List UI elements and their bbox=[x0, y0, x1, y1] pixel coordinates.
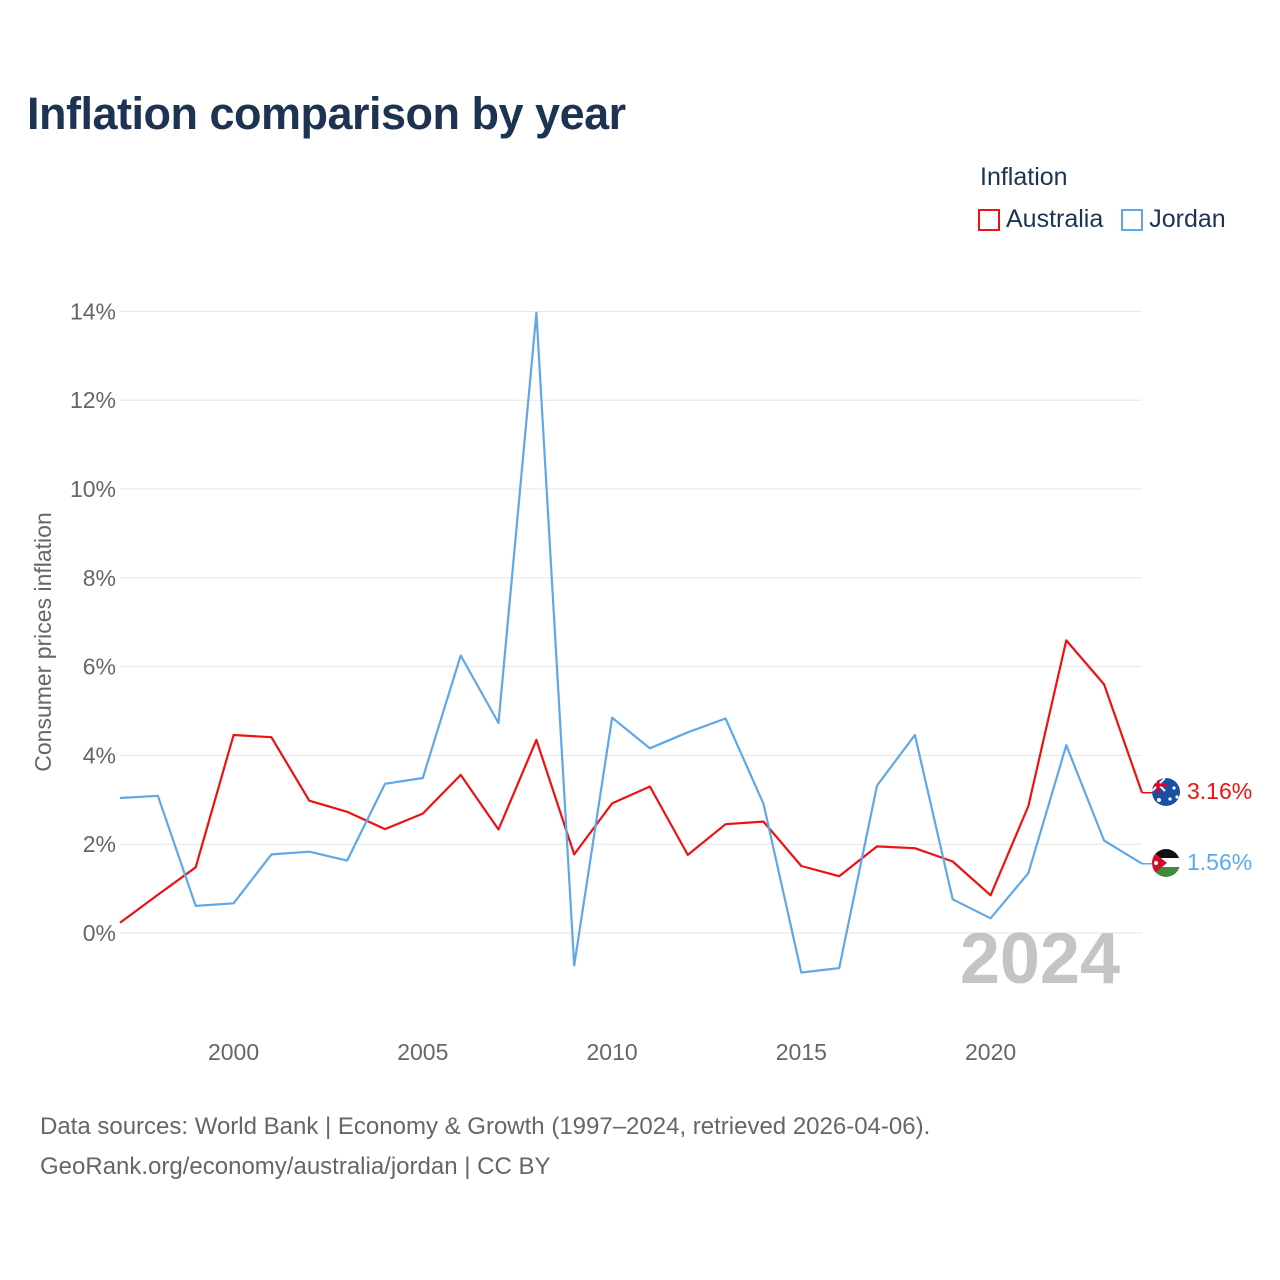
current-year-watermark: 2024 bbox=[960, 919, 1120, 999]
legend-label-australia: Australia bbox=[1006, 205, 1104, 233]
legend-item-australia[interactable]: Australia bbox=[978, 205, 1103, 234]
y-tick-label: 0% bbox=[83, 920, 116, 946]
series-lines bbox=[119, 311, 1144, 974]
series-line-australia[interactable] bbox=[119, 639, 1144, 924]
y-tick-label: 2% bbox=[83, 831, 116, 857]
y-tick-label: 6% bbox=[83, 654, 116, 680]
y-axis-ticks: 0% 2% 4% 6% 8% 10% 12% 14% bbox=[70, 298, 116, 946]
australia-flag-icon bbox=[1152, 778, 1180, 806]
y-tick-label: 14% bbox=[70, 298, 116, 324]
y-tick-label: 4% bbox=[83, 742, 116, 768]
y-tick-label: 8% bbox=[83, 565, 116, 591]
sources-line-1: Data sources: World Bank | Economy & Gro… bbox=[40, 1113, 931, 1140]
legend-item-jordan[interactable]: Jordan bbox=[1121, 205, 1226, 234]
legend: Australia Jordan bbox=[978, 205, 1244, 234]
data-sources: Data sources: World Bank | Economy & Gro… bbox=[40, 1107, 930, 1187]
x-tick-label: 2005 bbox=[397, 1039, 448, 1065]
x-tick-label: 2015 bbox=[776, 1039, 827, 1065]
y-axis-label: Consumer prices inflation bbox=[30, 512, 56, 772]
end-markers bbox=[1142, 791, 1152, 865]
series-line-jordan[interactable] bbox=[119, 311, 1143, 974]
legend-swatch-australia bbox=[978, 208, 1000, 231]
legend-title: Inflation bbox=[980, 163, 1068, 191]
x-tick-label: 2020 bbox=[965, 1039, 1016, 1065]
jordan-flag-icon bbox=[1152, 849, 1180, 877]
australia-end-label: 3.16% bbox=[1187, 778, 1252, 804]
chart-title: Inflation comparison by year bbox=[27, 88, 626, 139]
grid-lines bbox=[120, 310, 1142, 934]
legend-swatch-jordan bbox=[1121, 208, 1144, 231]
x-tick-label: 2010 bbox=[586, 1039, 637, 1065]
y-tick-label: 10% bbox=[70, 476, 116, 502]
jordan-end-label: 1.56% bbox=[1187, 849, 1252, 875]
x-tick-label: 2000 bbox=[208, 1039, 259, 1065]
legend-label-jordan: Jordan bbox=[1149, 205, 1226, 233]
x-axis-ticks: 2000 2005 2010 2015 2020 bbox=[208, 1039, 1016, 1065]
y-tick-label: 12% bbox=[70, 387, 116, 413]
sources-line-2[interactable]: GeoRank.org/economy/australia/jordan | C… bbox=[40, 1153, 551, 1180]
